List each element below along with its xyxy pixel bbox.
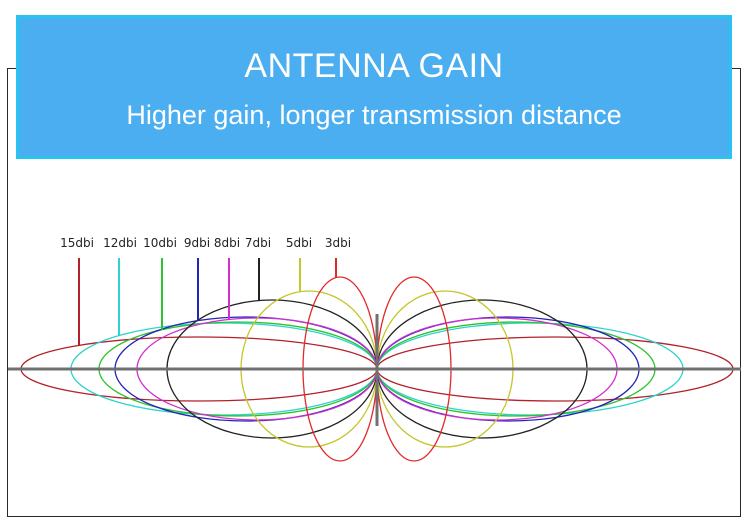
gain-label-3dbi: 3dbi bbox=[325, 236, 351, 250]
gain-label-8dbi: 8dbi bbox=[214, 236, 240, 250]
gain-label-15dbi: 15dbi bbox=[60, 236, 94, 250]
gain-markers: 15dbi 12dbi 10dbi 9dbi 8dbi 7dbi 5dbi 3dbi bbox=[60, 236, 351, 346]
gain-label-9dbi: 9dbi bbox=[184, 236, 210, 250]
gain-label-10dbi: 10dbi bbox=[143, 236, 177, 250]
gain-label-12dbi: 12dbi bbox=[103, 236, 137, 250]
gain-label-5dbi: 5dbi bbox=[286, 236, 312, 250]
gain-label-7dbi: 7dbi bbox=[245, 236, 271, 250]
title-banner: ANTENNA GAIN Higher gain, longer transmi… bbox=[16, 15, 732, 159]
banner-subtitle: Higher gain, longer transmission distanc… bbox=[126, 100, 622, 130]
banner-title: ANTENNA GAIN bbox=[244, 47, 504, 85]
